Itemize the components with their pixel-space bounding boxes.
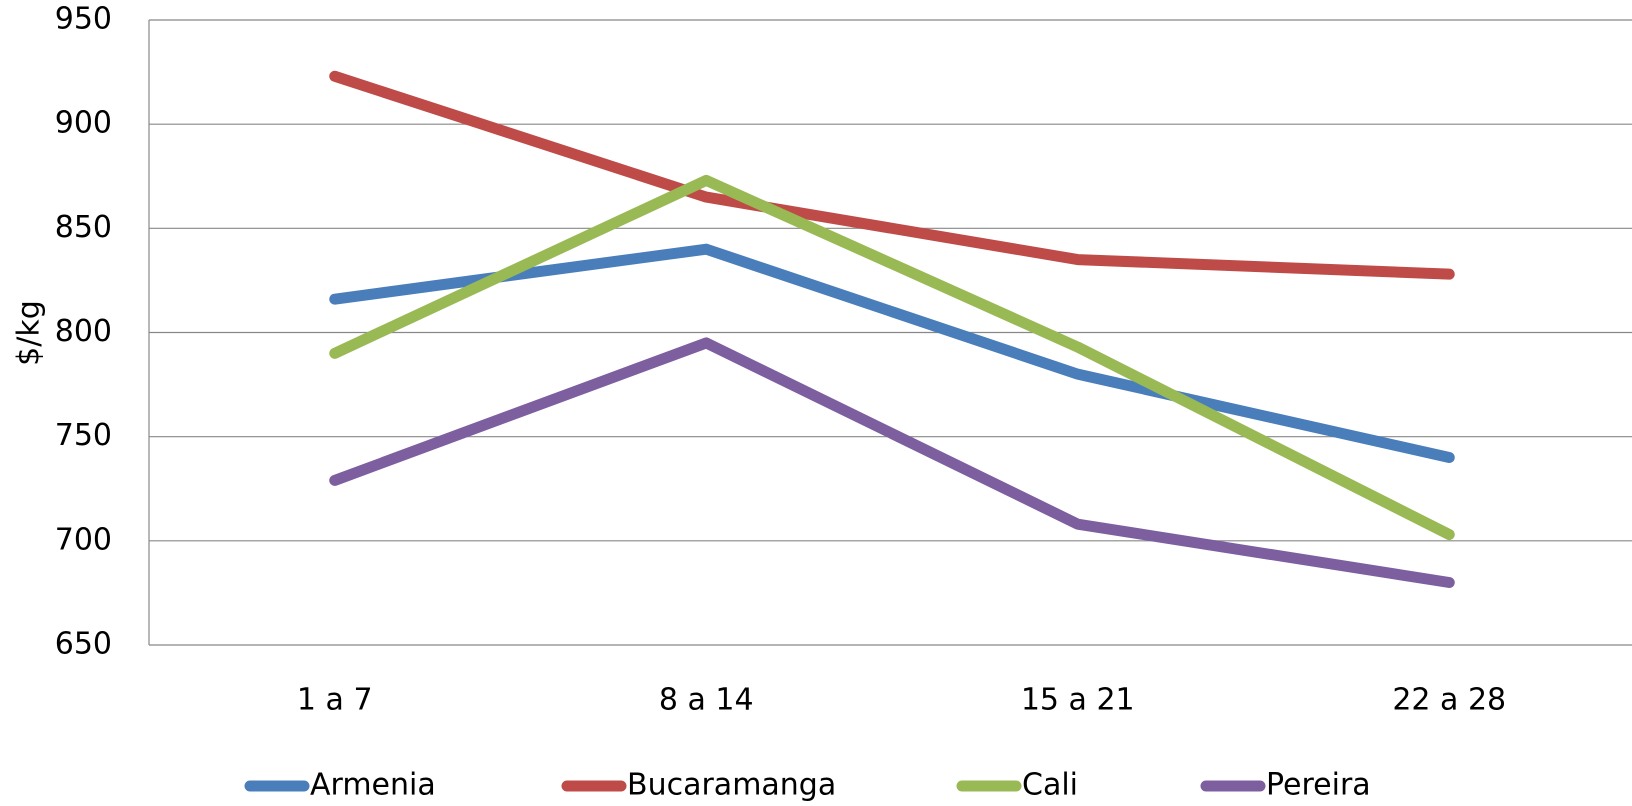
legend-label: Cali	[1022, 768, 1078, 803]
y-tick-label: 700	[55, 522, 112, 557]
y-axis-label: $/kg	[12, 300, 47, 366]
x-tick-label: 8 a 14	[659, 683, 754, 718]
x-tick-label: 22 a 28	[1392, 683, 1506, 718]
series-line	[329, 243, 1455, 463]
x-tick-label: 15 a 21	[1021, 683, 1135, 718]
y-tick-label: 950	[55, 2, 112, 37]
x-tick-label: 1 a 7	[297, 683, 373, 718]
series-line	[329, 337, 1455, 588]
legend-label: Pereira	[1266, 768, 1371, 803]
legend-label: Armenia	[310, 768, 436, 803]
y-tick-label: 650	[55, 627, 112, 662]
y-tick-label: 800	[55, 314, 112, 349]
y-tick-label: 850	[55, 210, 112, 245]
series-line	[329, 174, 1455, 541]
legend-label: Bucaramanga	[627, 768, 836, 803]
y-tick-label: 900	[55, 106, 112, 141]
y-tick-label: 750	[55, 418, 112, 453]
series-line	[329, 70, 1455, 280]
